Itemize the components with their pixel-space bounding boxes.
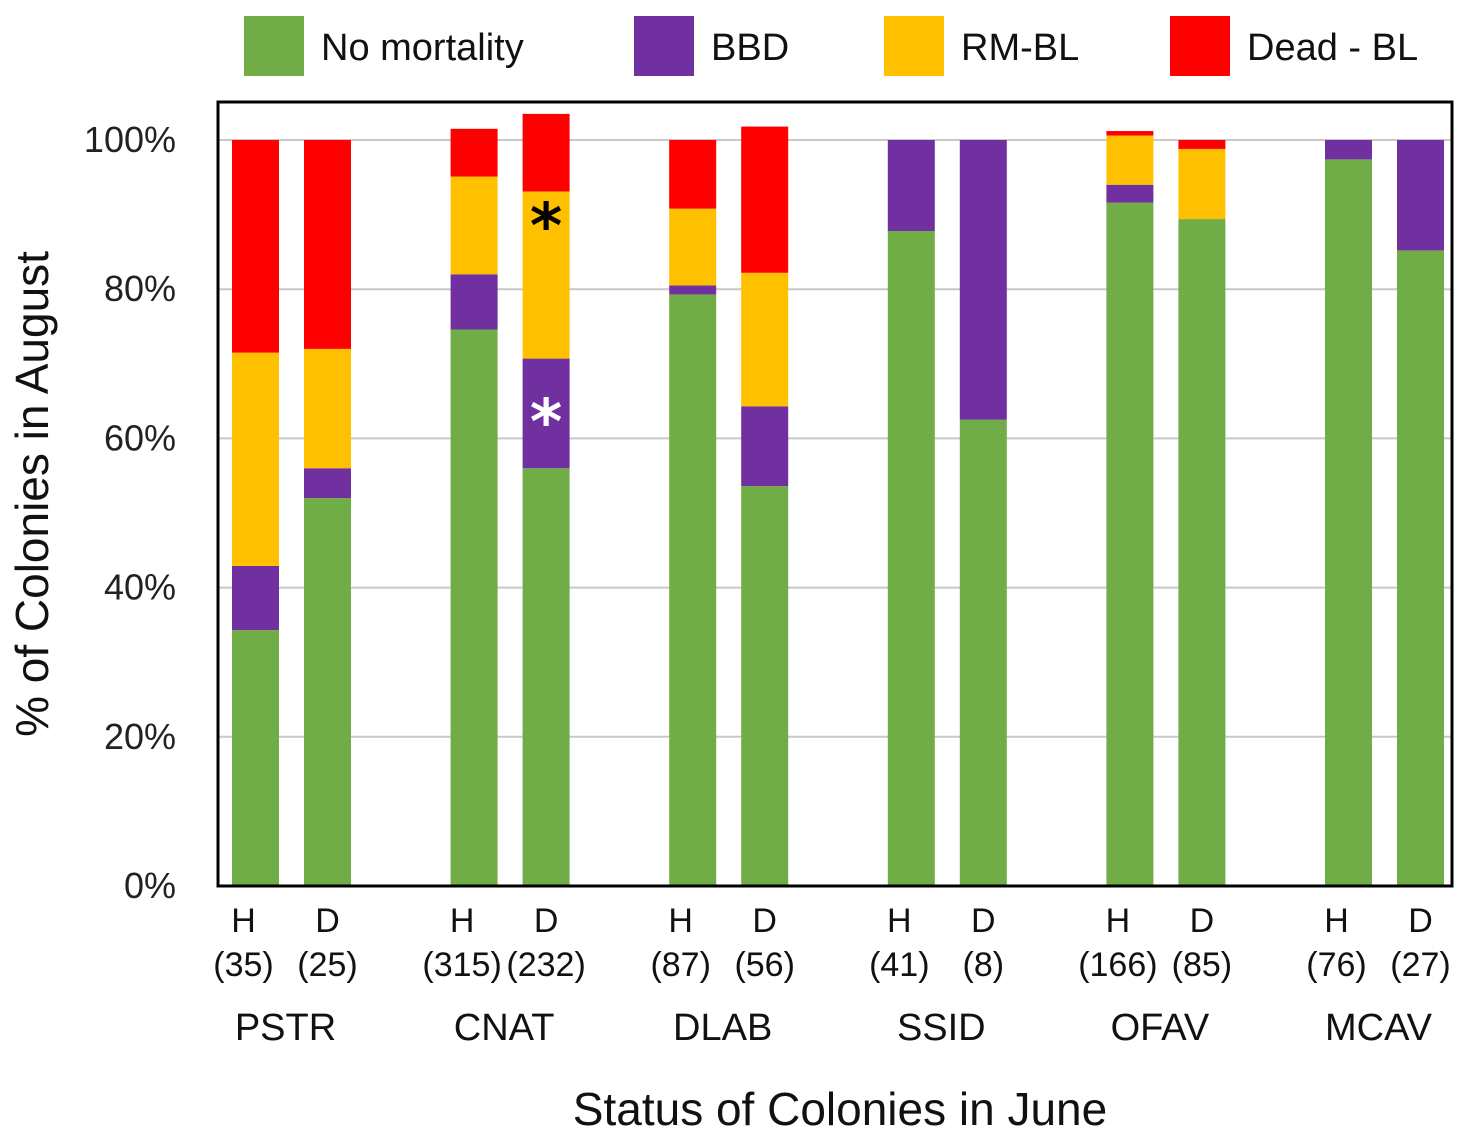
legend-swatch bbox=[884, 16, 944, 76]
x-category-count: (85) bbox=[1172, 946, 1232, 984]
x-category-status: H bbox=[887, 902, 912, 940]
significance-asterisk: * bbox=[530, 189, 562, 262]
legend-swatch bbox=[634, 16, 694, 76]
x-group-label: CNAT bbox=[454, 1007, 555, 1049]
y-tick-label: 40% bbox=[104, 567, 176, 608]
x-category-count: (166) bbox=[1078, 946, 1157, 984]
gridlines bbox=[219, 139, 1451, 738]
x-category-status: D bbox=[971, 902, 996, 940]
legend-swatch bbox=[1170, 16, 1230, 76]
y-tick-label: 20% bbox=[104, 716, 176, 757]
bar-segment-rm-bl bbox=[669, 208, 717, 286]
x-category-status: H bbox=[1106, 902, 1131, 940]
y-tick-label: 100% bbox=[84, 119, 176, 160]
legend-label: Dead - BL bbox=[1247, 27, 1418, 69]
legend-label: RM-BL bbox=[961, 27, 1079, 69]
x-category-count: (315) bbox=[422, 946, 501, 984]
x-category-status: D bbox=[315, 902, 340, 940]
y-tick-label: 0% bbox=[124, 865, 176, 906]
x-category-count: (27) bbox=[1390, 946, 1450, 984]
bar-segment-rm-bl bbox=[1178, 148, 1226, 220]
x-category-status: H bbox=[450, 902, 475, 940]
bar-segment-bbd bbox=[741, 406, 789, 487]
x-group-label: PSTR bbox=[235, 1007, 336, 1049]
x-group-label: DLAB bbox=[673, 1007, 772, 1049]
bar-segment-no-mortality bbox=[887, 231, 935, 887]
x-category-status: H bbox=[668, 902, 693, 940]
x-category-count: (87) bbox=[650, 946, 710, 984]
bar-segment-bbd bbox=[1106, 184, 1154, 203]
bar-segment-no-mortality bbox=[741, 486, 789, 886]
x-category-count: (232) bbox=[506, 946, 585, 984]
x-category-count: (8) bbox=[963, 946, 1005, 984]
x-category-status: H bbox=[231, 902, 256, 940]
x-category-count: (25) bbox=[297, 946, 357, 984]
bar-segment-no-mortality bbox=[304, 498, 351, 886]
bar-segment-dead-bl bbox=[1178, 140, 1226, 149]
x-group-label: SSID bbox=[897, 1007, 986, 1049]
x-category-status: D bbox=[1408, 902, 1433, 940]
legend: No mortality BBD RM-BL Dead - BL bbox=[244, 16, 1418, 76]
x-category-status: D bbox=[752, 902, 777, 940]
bar-segment-rm-bl bbox=[741, 272, 789, 407]
x-axis-categories: H (35) D (25) H (315) D (232) H (87) D (56) H (41) D (8… bbox=[213, 902, 1450, 984]
y-axis-title: % of Colonies in August bbox=[6, 251, 58, 737]
bar-segment-rm-bl bbox=[450, 176, 498, 275]
bar-segment-no-mortality bbox=[1106, 202, 1154, 886]
bar-segment-no-mortality bbox=[669, 294, 717, 886]
bar-segment-bbd bbox=[522, 358, 570, 469]
bar-segment-no-mortality bbox=[232, 630, 279, 886]
bar-segment-bbd bbox=[232, 565, 279, 631]
legend-label: No mortality bbox=[321, 27, 524, 69]
bar-segment-no-mortality bbox=[1397, 250, 1444, 886]
y-tick-label: 60% bbox=[104, 417, 176, 458]
bar-segment-no-mortality bbox=[450, 329, 498, 886]
bars bbox=[232, 113, 1444, 887]
bar-segment-bbd bbox=[304, 468, 351, 499]
bar-segment-no-mortality bbox=[1325, 159, 1372, 886]
bar-segment-rm-bl bbox=[1106, 135, 1154, 185]
x-group-label: OFAV bbox=[1111, 1007, 1210, 1049]
plot-frame bbox=[216, 100, 1454, 888]
bar-segment-dead-bl bbox=[1106, 131, 1154, 136]
x-group-label: MCAV bbox=[1325, 1007, 1433, 1049]
bar-segment-dead-bl bbox=[450, 128, 498, 177]
bar-segment-rm-bl bbox=[522, 191, 570, 359]
bar-segment-bbd bbox=[959, 140, 1007, 420]
bar-segment-dead-bl bbox=[669, 140, 717, 209]
y-tick-label: 80% bbox=[104, 268, 176, 309]
bar-segment-bbd bbox=[669, 285, 717, 295]
x-category-count: (76) bbox=[1306, 946, 1366, 984]
x-category-status: D bbox=[1190, 902, 1215, 940]
x-axis-title: Status of Colonies in June bbox=[573, 1083, 1107, 1132]
y-axis-ticks: 0% 20% 40% 60% 80% 100% bbox=[84, 119, 176, 906]
legend-swatch bbox=[244, 16, 304, 76]
x-axis-groups: PSTR CNAT DLAB SSID OFAV MCAV bbox=[235, 1007, 1433, 1049]
bar-segment-dead-bl bbox=[304, 140, 351, 349]
x-category-status: H bbox=[1324, 902, 1349, 940]
bar-segment-rm-bl bbox=[304, 348, 351, 469]
bar-segment-no-mortality bbox=[1178, 219, 1226, 887]
annotations: ** bbox=[530, 189, 562, 458]
bar-segment-dead-bl bbox=[522, 113, 570, 192]
legend-label: BBD bbox=[711, 27, 789, 69]
x-category-count: (41) bbox=[869, 946, 929, 984]
bar-segment-bbd bbox=[1397, 140, 1444, 251]
x-category-status: D bbox=[534, 902, 559, 940]
bar-segment-dead-bl bbox=[741, 126, 789, 273]
significance-asterisk: * bbox=[530, 385, 562, 458]
bar-segment-bbd bbox=[1325, 140, 1372, 160]
bar-segment-bbd bbox=[887, 140, 935, 232]
bar-segment-dead-bl bbox=[232, 140, 279, 353]
bar-segment-no-mortality bbox=[959, 419, 1007, 886]
bar-segment-no-mortality bbox=[522, 468, 570, 886]
bar-segment-rm-bl bbox=[232, 352, 279, 566]
x-category-count: (35) bbox=[213, 946, 273, 984]
bar-segment-bbd bbox=[450, 274, 498, 330]
x-category-count: (56) bbox=[734, 946, 794, 984]
